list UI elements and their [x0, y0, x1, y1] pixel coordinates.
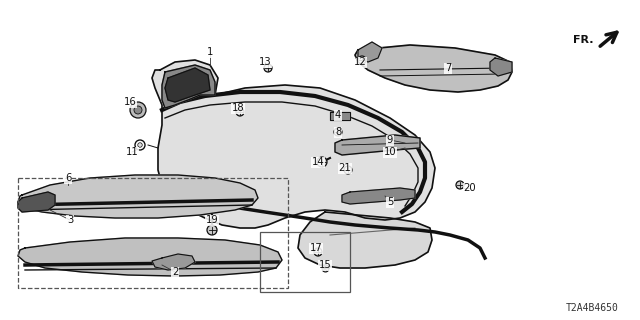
Text: 20: 20	[464, 183, 476, 193]
Circle shape	[264, 64, 272, 72]
Bar	[260, 232, 350, 292]
Text: 5: 5	[387, 197, 393, 207]
Text: 18: 18	[232, 103, 244, 113]
Text: 9: 9	[387, 135, 393, 145]
Polygon shape	[490, 58, 512, 76]
Polygon shape	[342, 188, 415, 204]
Text: 1: 1	[207, 47, 213, 57]
Polygon shape	[162, 65, 215, 108]
Text: 8: 8	[335, 127, 341, 137]
Circle shape	[138, 143, 142, 147]
Text: 3: 3	[67, 215, 73, 225]
Text: 21: 21	[339, 163, 351, 173]
Polygon shape	[18, 175, 258, 218]
Text: 11: 11	[125, 147, 138, 157]
Polygon shape	[165, 68, 210, 102]
Text: FR.: FR.	[573, 35, 594, 45]
Text: 19: 19	[205, 215, 218, 225]
Text: 2: 2	[172, 267, 178, 277]
Text: 17: 17	[310, 243, 323, 253]
Circle shape	[130, 102, 146, 118]
Text: 6: 6	[65, 173, 71, 183]
Text: 4: 4	[335, 110, 341, 120]
Bar	[18, 178, 288, 288]
Circle shape	[358, 56, 366, 64]
Polygon shape	[18, 238, 282, 276]
Circle shape	[207, 225, 217, 235]
Polygon shape	[152, 60, 435, 228]
Polygon shape	[152, 254, 195, 270]
Polygon shape	[358, 42, 382, 62]
Circle shape	[334, 128, 342, 136]
Polygon shape	[335, 135, 420, 155]
Polygon shape	[330, 112, 350, 120]
Text: 16: 16	[124, 97, 136, 107]
Circle shape	[456, 181, 464, 189]
Text: 13: 13	[259, 57, 271, 67]
Polygon shape	[298, 212, 432, 268]
Circle shape	[344, 166, 352, 174]
Text: 14: 14	[312, 157, 324, 167]
Text: 15: 15	[319, 260, 332, 270]
Text: 12: 12	[354, 57, 366, 67]
Polygon shape	[18, 192, 55, 212]
Polygon shape	[355, 45, 512, 92]
Circle shape	[236, 108, 244, 116]
Text: T2A4B4650: T2A4B4650	[566, 303, 618, 313]
Text: 10: 10	[384, 147, 396, 157]
Circle shape	[317, 157, 327, 167]
Text: 7: 7	[445, 63, 451, 73]
Circle shape	[314, 248, 322, 256]
Circle shape	[135, 140, 145, 150]
Circle shape	[134, 106, 142, 114]
